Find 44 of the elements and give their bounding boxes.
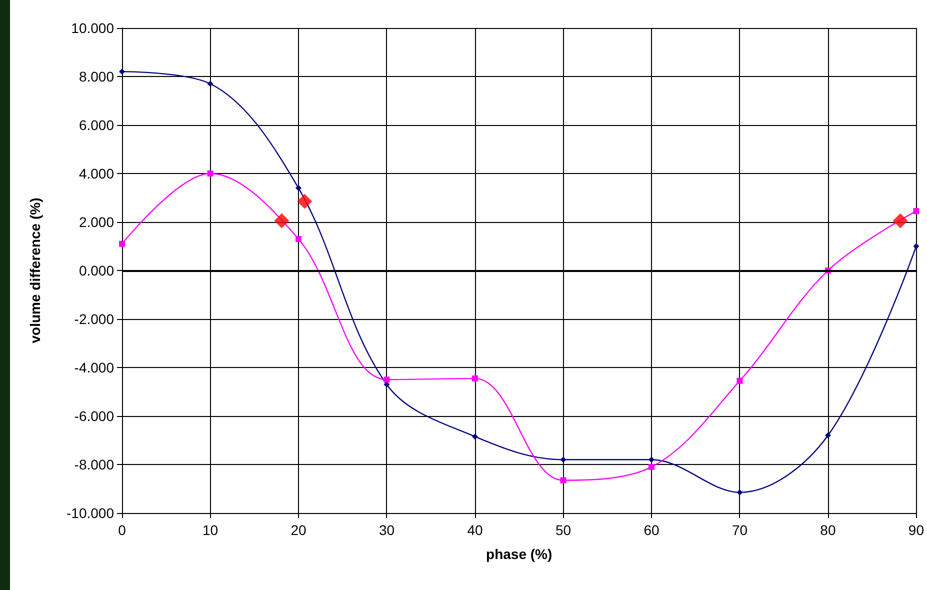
point <box>824 432 831 438</box>
y-tick-label: -2.000 <box>74 311 114 327</box>
y-axis-title: volume difference (%) <box>27 198 43 344</box>
point <box>913 243 920 250</box>
y-tick-label: -4.000 <box>74 360 114 376</box>
y-tick-label: 2.000 <box>78 214 114 230</box>
x-tick-label: 30 <box>378 522 395 538</box>
point <box>648 456 654 463</box>
point <box>736 378 743 384</box>
y-tick-label: 6.000 <box>78 117 114 133</box>
x-tick-label: 0 <box>118 522 126 538</box>
point <box>119 240 125 247</box>
x-tick-label: 70 <box>732 522 748 538</box>
x-tick-label: 60 <box>644 522 660 538</box>
point <box>384 376 390 383</box>
x-tick-label: 90 <box>908 522 924 538</box>
point <box>472 434 478 440</box>
point <box>648 464 654 470</box>
y-tick-label: -10.000 <box>66 505 114 521</box>
x-tick-label: 20 <box>290 522 306 538</box>
point <box>119 68 125 75</box>
point <box>892 213 908 228</box>
point <box>913 208 920 214</box>
point <box>295 236 302 242</box>
point <box>207 170 214 176</box>
point <box>274 213 290 228</box>
y-tick-label: 8.000 <box>78 68 114 84</box>
y-tick-label: -6.000 <box>74 408 114 424</box>
x-tick-label: 80 <box>820 522 836 538</box>
point <box>472 375 478 382</box>
x-tick-label: 10 <box>202 522 218 538</box>
y-tick-label: 10.000 <box>71 20 114 36</box>
x-axis-title: phase (%) <box>486 546 552 562</box>
y-tick-label: -8.000 <box>74 456 114 472</box>
y-tick-label: 4.000 <box>78 166 114 182</box>
x-tick-label: 40 <box>467 522 483 538</box>
point <box>560 456 566 463</box>
y-tick-label: 0.000 <box>78 262 114 278</box>
point <box>295 185 302 192</box>
point <box>297 194 312 209</box>
point <box>560 477 566 484</box>
point <box>736 489 743 496</box>
x-tick-label: 50 <box>555 522 572 538</box>
point <box>207 80 214 87</box>
